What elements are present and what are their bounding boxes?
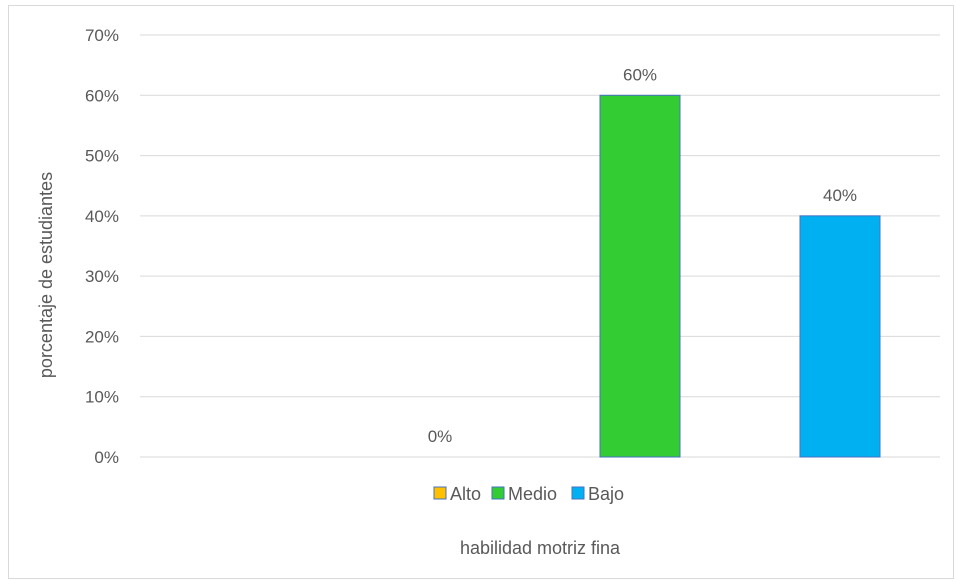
y-axis-label: porcentaje de estudiantes xyxy=(36,172,56,378)
legend-entry: Alto xyxy=(450,484,481,504)
y-tick-label: 70% xyxy=(85,26,119,45)
y-tick-label: 20% xyxy=(85,327,119,346)
y-tick-label: 50% xyxy=(85,147,119,166)
y-tick-label: 30% xyxy=(85,267,119,286)
data-label: 40% xyxy=(823,186,857,205)
legend-entry: Bajo xyxy=(588,484,624,504)
y-tick-label: 0% xyxy=(94,448,119,467)
y-tick-label: 10% xyxy=(85,388,119,407)
legend-swatch xyxy=(571,486,585,500)
legend-swatch xyxy=(491,486,505,500)
y-tick-label: 40% xyxy=(85,207,119,226)
data-label: 60% xyxy=(623,65,657,84)
data-labels: 0% 60% 40% xyxy=(428,65,857,446)
bar-medio xyxy=(599,94,681,458)
legend-swatch xyxy=(433,486,447,500)
data-label: 0% xyxy=(428,427,453,446)
legend: Alto Medio Bajo xyxy=(433,484,624,504)
y-axis-ticks: 0% 10% 20% 30% 40% 50% 60% 70% xyxy=(85,26,119,467)
bar-bajo xyxy=(799,215,881,458)
chart-frame xyxy=(8,5,954,579)
x-axis-label: habilidad motriz fina xyxy=(460,538,621,558)
legend-entry: Medio xyxy=(508,484,557,504)
y-tick-label: 60% xyxy=(85,86,119,105)
bars xyxy=(599,94,881,458)
